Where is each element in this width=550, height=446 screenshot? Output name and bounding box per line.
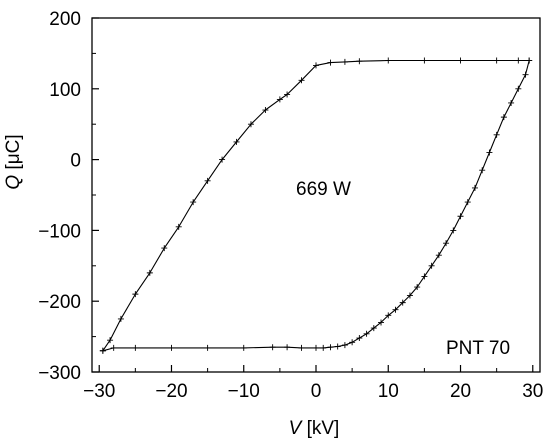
y-tick-label: 100	[49, 80, 81, 101]
data-point	[168, 344, 175, 351]
data-point	[421, 273, 428, 280]
x-tick-label: 0	[311, 381, 322, 402]
data-point	[450, 227, 457, 234]
y-tick-label: −300	[38, 363, 81, 384]
y-tick-label: 200	[49, 9, 81, 30]
x-tick-label: 10	[378, 381, 399, 402]
data-point	[385, 57, 392, 64]
data-point	[428, 262, 435, 269]
x-axis-unit: [kV]	[301, 418, 339, 439]
data-point	[522, 71, 529, 78]
data-point	[349, 339, 356, 346]
data-point	[414, 284, 421, 291]
data-point	[399, 299, 406, 306]
data-point	[341, 58, 348, 65]
data-point	[356, 335, 363, 342]
data-point	[385, 312, 392, 319]
x-tick-label: 30	[522, 381, 543, 402]
data-point	[457, 213, 464, 220]
x-tick-label: −30	[83, 381, 115, 402]
plot-area	[99, 57, 533, 354]
data-point	[269, 344, 276, 351]
data-point	[107, 337, 114, 344]
data-point	[363, 330, 370, 337]
data-point	[443, 240, 450, 247]
data-point	[262, 107, 269, 114]
data-point	[435, 252, 442, 259]
data-point	[161, 245, 168, 252]
data-point	[493, 131, 500, 138]
data-point	[240, 344, 247, 351]
power-annotation: 669 W	[296, 179, 351, 200]
data-point	[99, 347, 106, 354]
data-point	[132, 291, 139, 298]
x-tick-label: −10	[228, 381, 260, 402]
data-point	[406, 292, 413, 299]
x-axis-title: V [kV]	[289, 418, 340, 439]
data-point	[479, 167, 486, 174]
y-tick-label: −100	[38, 221, 81, 242]
series-line	[102, 59, 530, 352]
sample-annotation: PNT 70	[446, 338, 510, 359]
data-point	[526, 57, 533, 64]
data-point	[493, 57, 500, 64]
data-point	[421, 57, 428, 64]
data-point	[378, 319, 385, 326]
data-point	[515, 57, 522, 64]
x-axis-variable: V	[289, 418, 304, 439]
data-point	[392, 306, 399, 313]
data-point	[276, 96, 283, 103]
data-point	[132, 344, 139, 351]
data-point	[146, 269, 153, 276]
data-point	[313, 344, 319, 351]
data-point	[298, 77, 305, 84]
data-point	[471, 184, 478, 191]
data-point	[247, 121, 254, 128]
data-point	[204, 344, 211, 351]
x-tick-label: −20	[155, 381, 187, 402]
y-tick-label: 0	[70, 151, 81, 172]
data-point	[500, 114, 507, 121]
x-tick-label: 20	[450, 381, 471, 402]
data-point	[233, 138, 240, 145]
data-point	[486, 149, 493, 156]
y-axis-variable: Q	[3, 175, 24, 190]
y-tick-label: −200	[38, 292, 81, 313]
data-point	[110, 344, 117, 351]
data-point	[219, 156, 226, 163]
y-axis-title: Q [μC]	[3, 134, 24, 189]
data-point	[464, 199, 471, 206]
data-point	[204, 177, 211, 184]
data-point	[175, 223, 182, 230]
data-point	[356, 58, 363, 65]
data-point	[327, 59, 334, 66]
data-point	[457, 57, 464, 64]
data-point	[370, 325, 377, 332]
data-point	[117, 315, 124, 322]
data-point	[515, 85, 522, 92]
data-point	[284, 91, 291, 98]
data-point	[190, 199, 197, 206]
data-point	[298, 344, 305, 351]
y-axis-unit: [μC]	[3, 134, 24, 175]
data-point	[341, 342, 348, 349]
data-point	[334, 343, 341, 350]
data-point	[327, 344, 334, 351]
data-point	[508, 99, 515, 106]
data-point	[313, 62, 319, 69]
data-point	[320, 344, 327, 351]
data-point	[284, 344, 291, 351]
